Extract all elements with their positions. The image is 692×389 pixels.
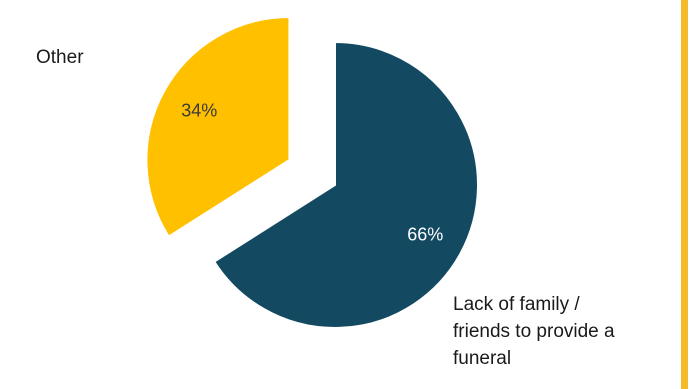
slice-label-lack-of-family: Lack of family / friends to provide a fu… — [453, 294, 615, 369]
pie-slice-lack-of-family — [212, 40, 479, 329]
accent-bar — [681, 0, 688, 389]
data-label-lack-of-family: 66% — [407, 225, 443, 245]
pie-slice-other — [145, 15, 291, 238]
slice-label-other: Other — [36, 47, 84, 68]
data-label-other: 34% — [181, 100, 217, 120]
